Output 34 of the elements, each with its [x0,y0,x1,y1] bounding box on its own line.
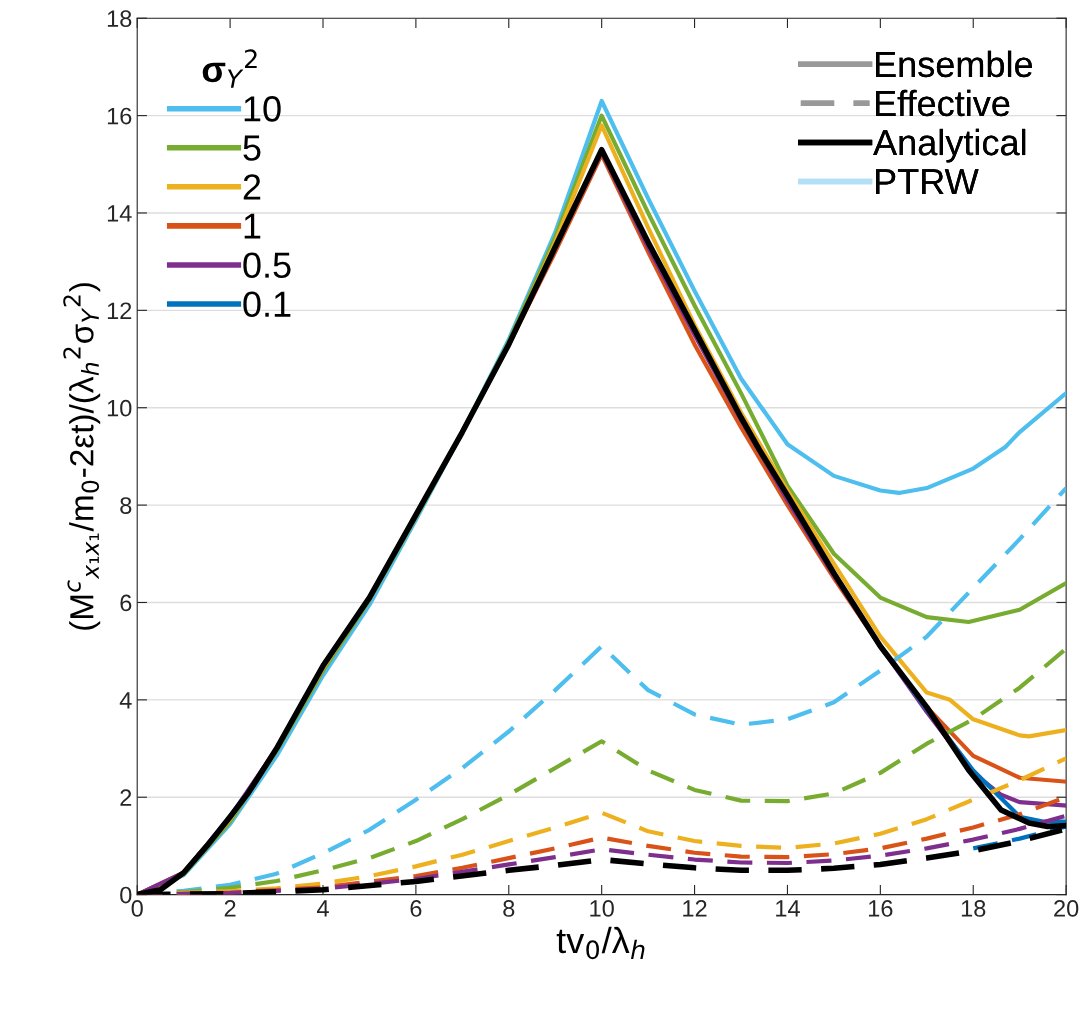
legend-label: 1 [244,213,261,239]
x-tick-label: 0 [131,900,143,917]
legend-label: Analytical [873,128,1026,163]
legend-label: PTRW [876,169,979,195]
y-tick-label: 18 [107,10,132,27]
legend-label: 5 [243,135,261,161]
text: (M$^{c}$$_{x₁x₁}$/m$_{0}$-2εt)/(λ$_{h}$$^{2}$σ$_{Y}$$^{2}$) [63,283,101,630]
x-tick-label: 20 [1054,900,1079,917]
y-tick-label: 2 [120,789,132,806]
x-tick-label: 2 [224,900,236,917]
y-tick-label: 10 [107,399,132,417]
x-tick-label: 18 [961,900,986,917]
x-tick-label: 8 [503,900,515,917]
x-tick-label: 14 [776,900,800,917]
x-tick-label: 4 [316,900,329,917]
y-tick-label: 14 [107,205,132,222]
y-tick-label: 12 [107,302,132,319]
x-tick-label: 12 [683,900,707,917]
y-tick-label: 6 [120,594,132,612]
legend-label: Effective [876,89,1010,117]
x-axis-title: tv$_{0}$/λ$_{h}$ [556,926,645,960]
legend-title: σ$_{Y}$$^{2}$ [202,49,257,88]
legend-label: 10 [244,96,281,122]
legend-label: 2 [243,174,261,200]
x-tick-label: 16 [869,900,893,917]
legend-label: 0.1 [243,291,291,318]
legend-label: 0.5 [243,252,291,278]
x-tick-label: 10 [590,900,614,917]
y-tick-label: 16 [107,107,132,125]
legend-label: Ensemble [876,50,1033,78]
y-tick-label: 0 [120,886,132,904]
x-tick-label: 6 [410,900,422,917]
y-tick-label: 4 [119,692,132,709]
y-tick-label: 8 [120,497,132,514]
